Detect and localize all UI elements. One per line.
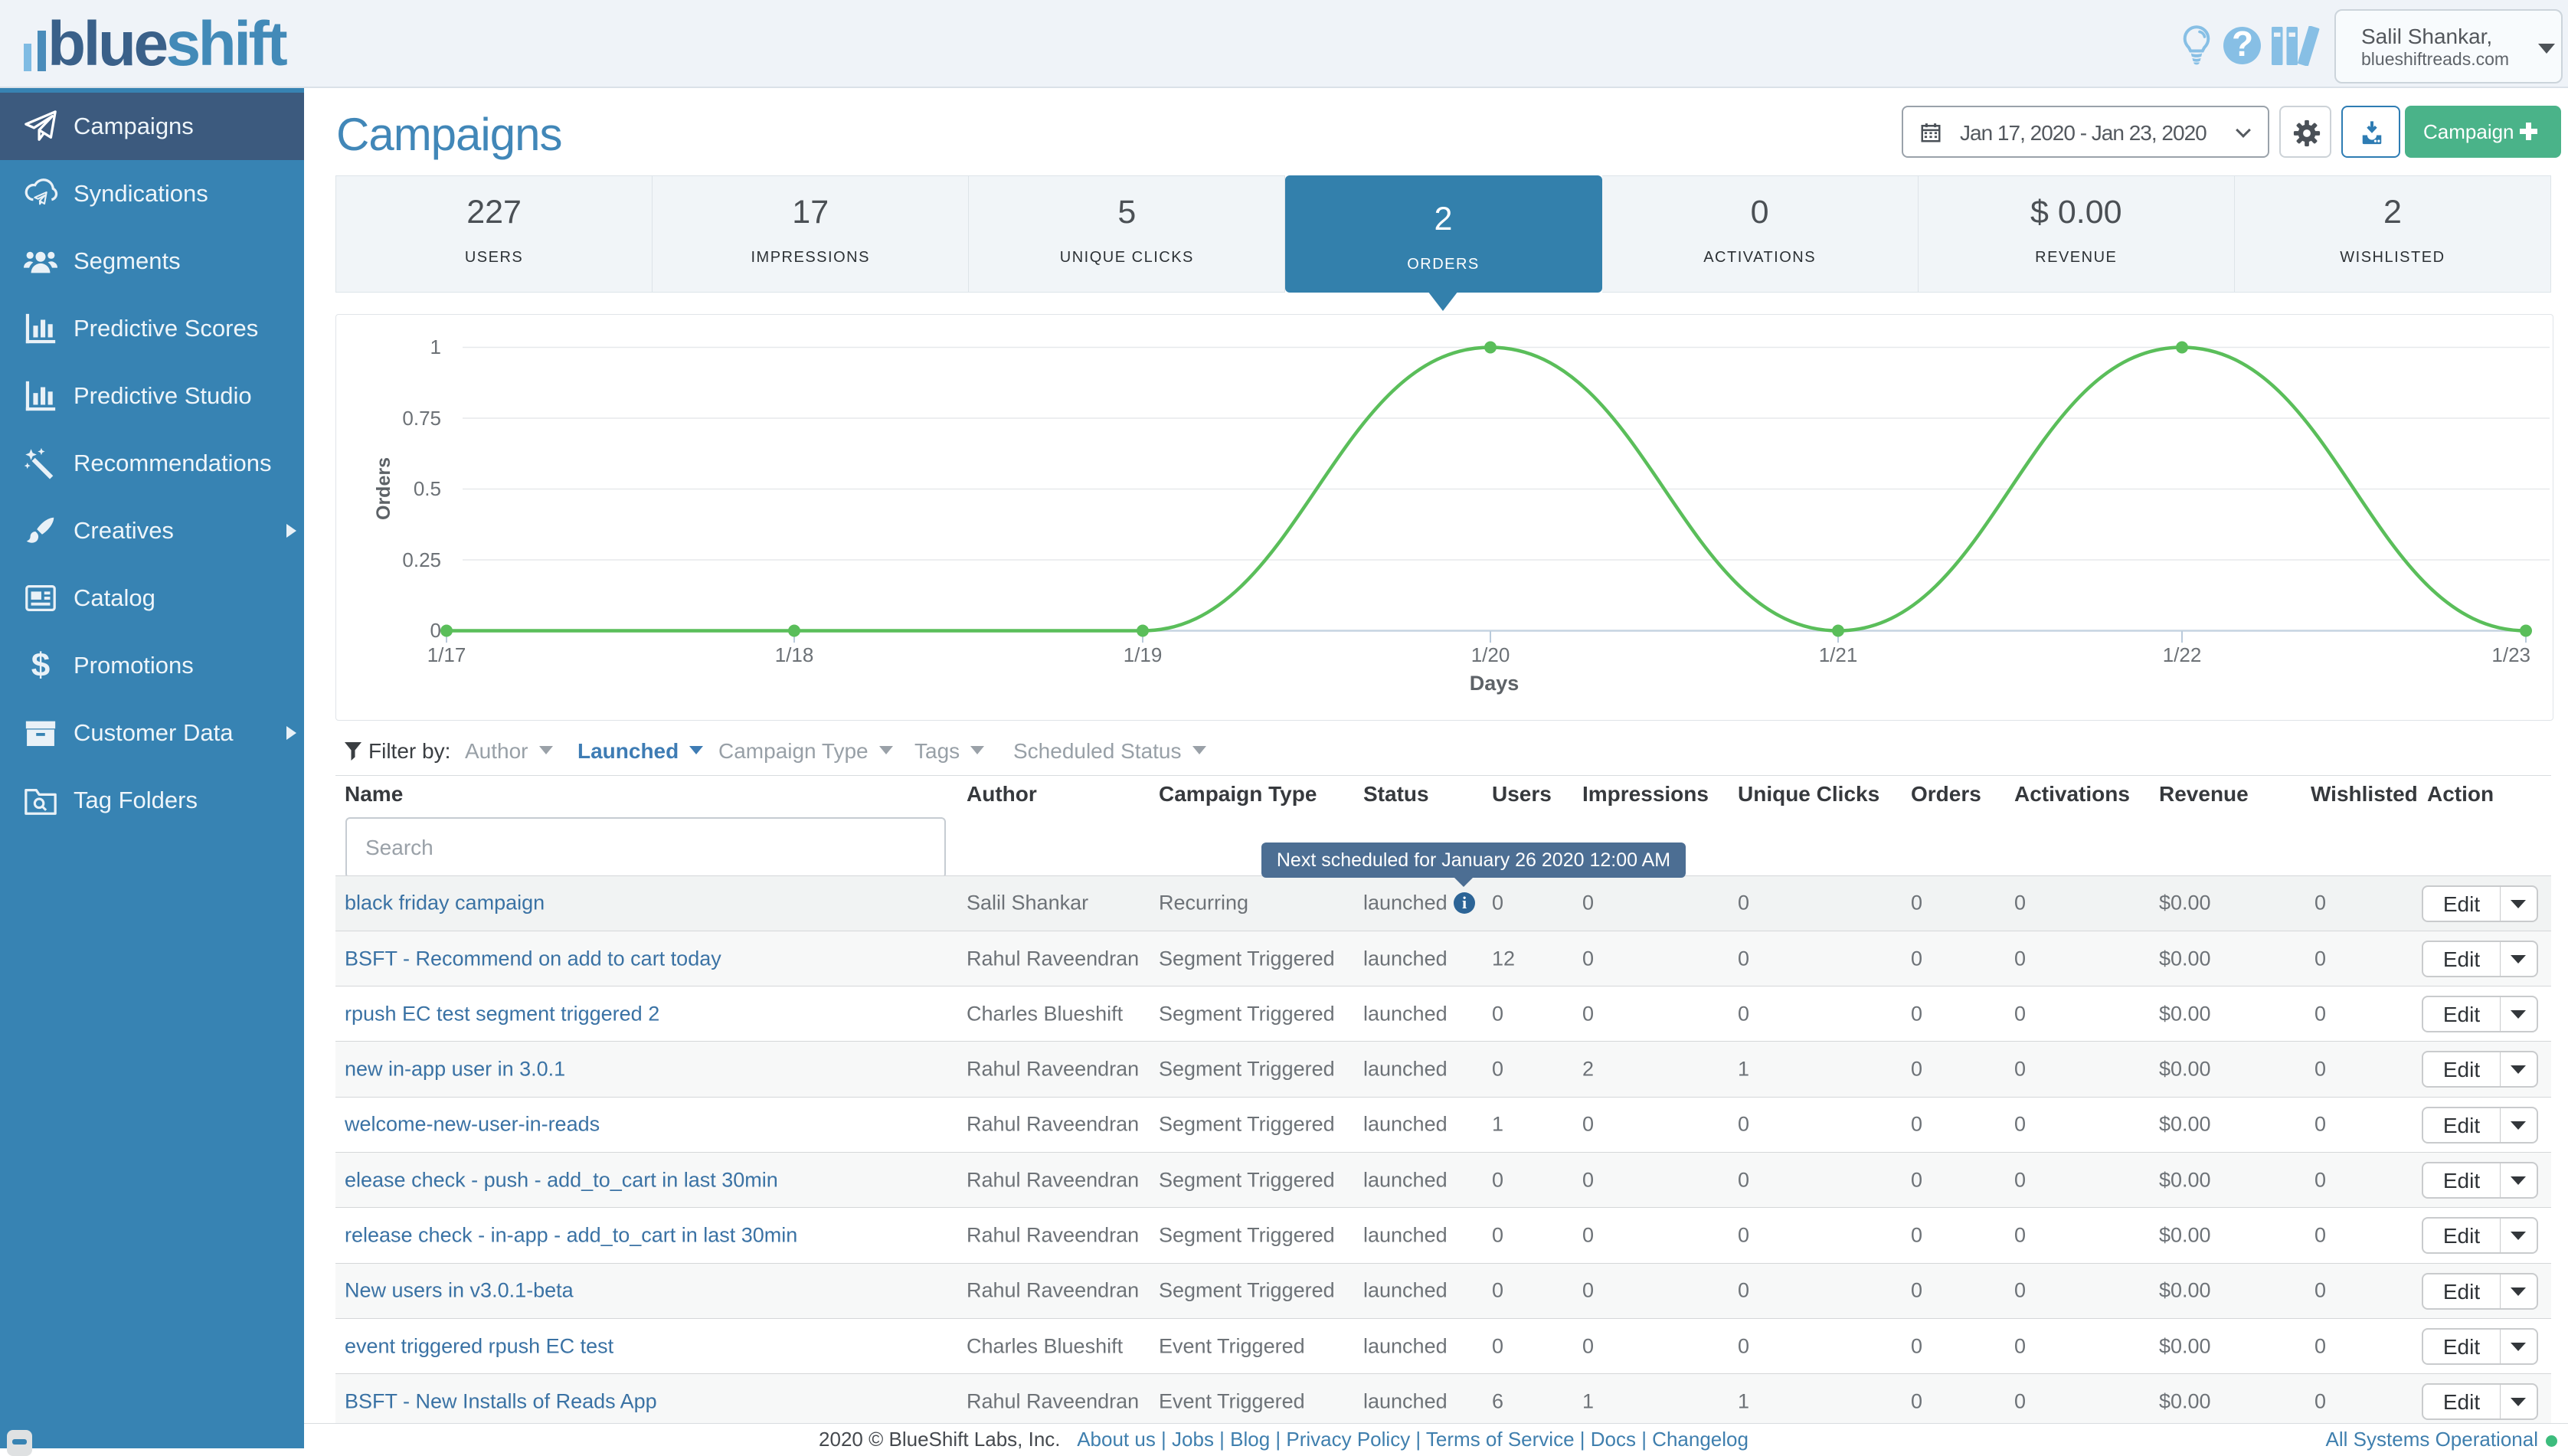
svg-text:0.25: 0.25: [402, 548, 441, 571]
svg-text:1/21: 1/21: [1819, 643, 1858, 666]
svg-text:1/18: 1/18: [775, 643, 814, 666]
svg-text:Days: Days: [1470, 672, 1520, 695]
svg-text:1/22: 1/22: [2163, 643, 2202, 666]
svg-text:1/19: 1/19: [1124, 643, 1163, 666]
svg-text:1: 1: [430, 335, 441, 358]
svg-text:?: ?: [2232, 27, 2253, 64]
svg-text:1/23: 1/23: [2491, 643, 2530, 666]
svg-text:Orders: Orders: [373, 457, 394, 520]
svg-text:1/20: 1/20: [1471, 643, 1510, 666]
svg-text:0.5: 0.5: [414, 477, 441, 500]
svg-text:0: 0: [430, 619, 441, 642]
svg-text:1/17: 1/17: [427, 643, 466, 666]
svg-text:0.75: 0.75: [402, 407, 441, 430]
